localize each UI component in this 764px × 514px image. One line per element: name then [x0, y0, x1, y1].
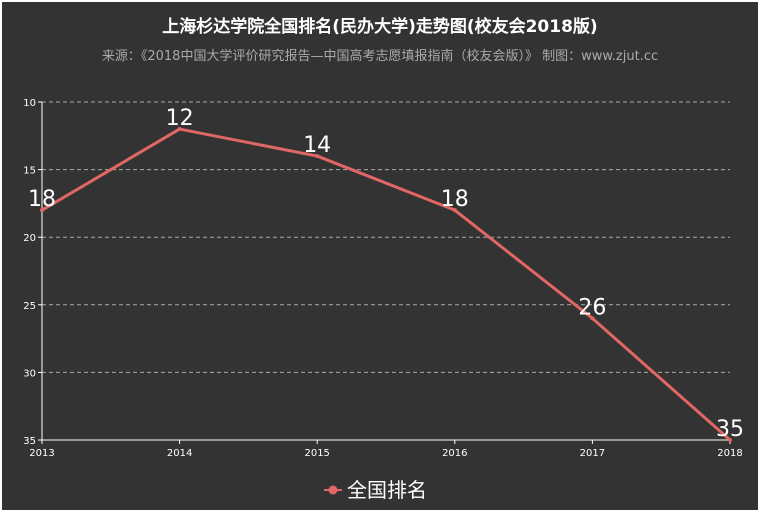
chart-frame: 上海杉达学院全国排名(民办大学)走势图(校友会2018版) 来源：《2018中国… — [2, 2, 758, 510]
y-tick-label: 30 — [23, 368, 36, 379]
data-label: 35 — [716, 417, 744, 442]
data-point[interactable] — [315, 154, 320, 159]
chart-title: 上海杉达学院全国排名(民办大学)走势图(校友会2018版) — [162, 16, 597, 37]
x-tick-label: 2015 — [304, 448, 329, 459]
data-point[interactable] — [177, 127, 182, 132]
data-label: 26 — [578, 295, 606, 320]
data-point[interactable] — [590, 316, 595, 321]
x-tick-label: 2018 — [717, 448, 742, 459]
data-label: 18 — [28, 187, 56, 212]
series-line-group — [40, 127, 732, 442]
data-point[interactable] — [40, 208, 44, 213]
grid-lines — [42, 101, 730, 373]
x-tick-label: 2014 — [167, 448, 192, 459]
data-label: 14 — [303, 133, 331, 158]
legend-dot-symbol — [328, 485, 338, 495]
data-point[interactable] — [452, 208, 457, 213]
series-line[interactable] — [40, 127, 732, 442]
x-tick-label: 2016 — [442, 448, 467, 459]
x-tick-label: 2017 — [580, 448, 605, 459]
y-tick-label: 10 — [23, 98, 36, 109]
data-labels: 18 12 14 18 26 35 — [28, 106, 744, 442]
legend[interactable]: 全国排名 — [324, 478, 427, 502]
data-label: 18 — [441, 187, 469, 212]
line-chart: 上海杉达学院全国排名(民办大学)走势图(校友会2018版) 来源：《2018中国… — [23, 16, 744, 502]
chart-subtitle: 来源：《2018中国大学评价研究报告—中国高考志愿填报指南（校友会版）》 制图：… — [102, 48, 658, 64]
data-point[interactable] — [728, 438, 732, 442]
x-tick-label: 2013 — [29, 448, 54, 459]
legend-label: 全国排名 — [347, 478, 427, 502]
y-tick-label: 25 — [23, 301, 36, 312]
y-tick-label: 20 — [23, 233, 36, 244]
y-tick-label: 15 — [23, 166, 36, 177]
data-label: 12 — [166, 106, 194, 131]
y-tick-label: 35 — [23, 436, 36, 447]
